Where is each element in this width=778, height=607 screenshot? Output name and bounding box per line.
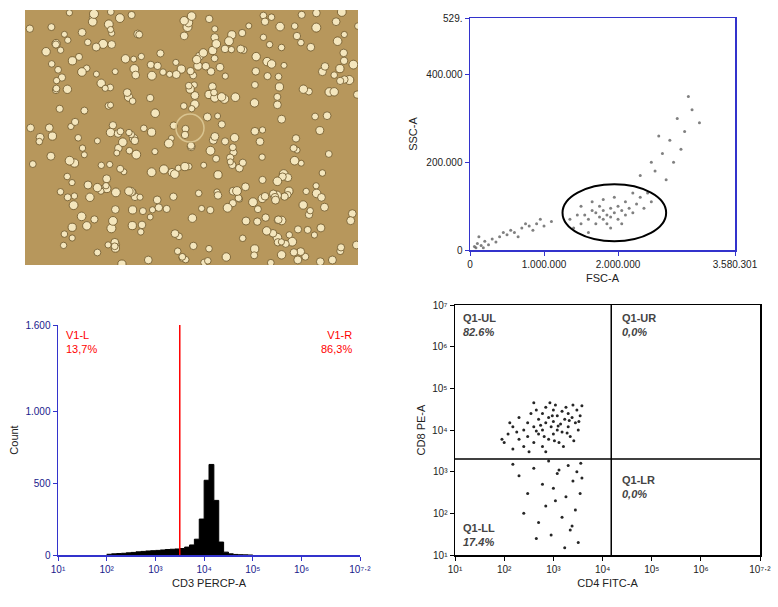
svg-text:0: 0 <box>45 550 51 561</box>
svg-text:10¹: 10¹ <box>448 564 463 575</box>
svg-text:3.580.301: 3.580.301 <box>713 259 758 270</box>
svg-text:V1-R86,3%: V1-R86,3% <box>321 329 352 355</box>
svg-text:10⁷·²: 10⁷·² <box>349 564 371 575</box>
svg-text:FSC-A: FSC-A <box>586 272 620 284</box>
svg-text:Q1-UL82.6%: Q1-UL82.6% <box>463 312 496 338</box>
svg-text:Q1-LR0,0%: Q1-LR0,0% <box>622 474 655 500</box>
svg-text:10⁷·²: 10⁷·² <box>749 564 771 575</box>
svg-text:10⁴: 10⁴ <box>432 425 447 436</box>
svg-text:1.600: 1.600 <box>25 320 50 331</box>
svg-text:10³: 10³ <box>148 564 163 575</box>
svg-text:10⁵: 10⁵ <box>644 564 659 575</box>
svg-text:10⁴: 10⁴ <box>595 564 610 575</box>
svg-text:10¹: 10¹ <box>433 550 448 561</box>
svg-text:200.000: 200.000 <box>426 157 463 168</box>
svg-text:10²: 10² <box>497 564 512 575</box>
svg-text:10⁵: 10⁵ <box>432 383 447 394</box>
svg-text:V1-L13,7%: V1-L13,7% <box>66 329 97 355</box>
svg-text:10¹: 10¹ <box>51 564 66 575</box>
svg-text:0: 0 <box>457 245 463 256</box>
svg-text:1.000: 1.000 <box>25 406 50 417</box>
svg-text:10³: 10³ <box>546 564 561 575</box>
svg-text:1.000.000: 1.000.000 <box>522 259 567 270</box>
svg-text:10⁴: 10⁴ <box>196 564 211 575</box>
svg-text:10⁶: 10⁶ <box>693 564 708 575</box>
svg-text:SSC-A: SSC-A <box>407 117 419 151</box>
svg-text:Count: Count <box>8 425 20 454</box>
svg-text:10³: 10³ <box>433 466 448 477</box>
svg-text:2.000.000: 2.000.000 <box>596 259 641 270</box>
svg-text:10⁶: 10⁶ <box>432 341 447 352</box>
svg-text:500: 500 <box>34 478 51 489</box>
svg-text:10²: 10² <box>99 564 114 575</box>
svg-text:CD4 FITC-A: CD4 FITC-A <box>577 577 638 589</box>
svg-text:CD8 PE-A: CD8 PE-A <box>415 404 427 455</box>
svg-text:529.: 529. <box>443 13 462 24</box>
svg-text:Q1-UR0,0%: Q1-UR0,0% <box>622 312 656 338</box>
svg-text:10⁷: 10⁷ <box>433 300 448 311</box>
svg-text:10⁶: 10⁶ <box>294 564 309 575</box>
svg-text:10⁵: 10⁵ <box>245 564 260 575</box>
svg-text:Q1-LL17.4%: Q1-LL17.4% <box>463 522 495 548</box>
svg-text:400.000: 400.000 <box>426 69 463 80</box>
svg-text:0: 0 <box>467 259 473 270</box>
svg-text:CD3 PERCP-A: CD3 PERCP-A <box>172 577 247 589</box>
svg-text:10²: 10² <box>433 508 448 519</box>
